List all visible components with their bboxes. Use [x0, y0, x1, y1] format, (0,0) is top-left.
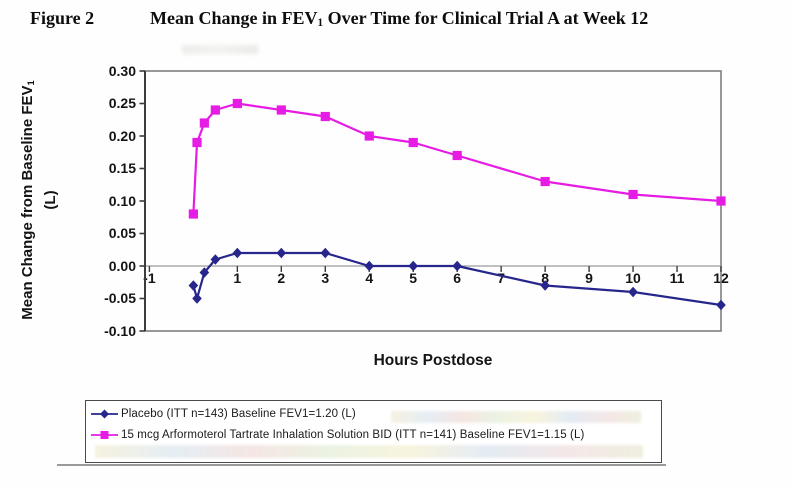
x-tick-label: -1: [143, 270, 156, 286]
line-chart: [139, 70, 726, 332]
x-tick-label: 2: [277, 270, 286, 286]
y-axis-title: Mean Change from Baseline FEV1 (L): [18, 80, 60, 319]
data-point-marker: [716, 196, 726, 206]
data-point-marker: [628, 286, 638, 298]
scan-artifact-ghost-text-line: [95, 445, 643, 458]
x-tick-label: 12: [713, 270, 729, 286]
data-point-marker: [232, 247, 243, 259]
data-point-marker: [276, 247, 287, 259]
data-point-marker: [364, 131, 374, 141]
data-point-marker: [192, 137, 202, 148]
x-tick-label: 4: [365, 270, 374, 286]
legend-box: Placebo (ITT n=143) Baseline FEV1=1.20 (…: [85, 400, 662, 463]
x-tick-label: 6: [453, 270, 462, 286]
y-tick-label: 0.20: [108, 127, 136, 144]
y-tick-label: 0.25: [108, 95, 136, 111]
y-tick-label: 0.10: [108, 192, 136, 209]
x-tick-label: 7: [497, 270, 506, 286]
plot-area: [137, 68, 729, 338]
data-point-marker: [188, 280, 199, 291]
plot-frame: [144, 70, 722, 332]
figure-title-text-2: Over Time for Clinical Trial A at Week 1…: [323, 8, 649, 28]
data-point-marker: [408, 137, 418, 148]
y-tick-label: 0.00: [108, 257, 136, 274]
x-tick-label: 10: [625, 270, 641, 286]
legend-label-placebo: Placebo (ITT n=143) Baseline FEV1=1.20 (…: [121, 408, 356, 420]
data-point-marker: [232, 98, 242, 109]
data-point-marker: [192, 293, 202, 304]
data-point-marker: [320, 111, 330, 122]
arformoterol-line-square-swatch: [91, 431, 118, 439]
x-tick-label: 3: [321, 270, 330, 286]
y-axis-title-line2: (L): [41, 190, 59, 210]
figure-title-subscript: 1: [317, 17, 324, 29]
figure-title-text: Mean Change in FEV: [150, 8, 318, 28]
x-tick-label: 1: [233, 270, 242, 286]
x-axis-title: Hours Postdose: [373, 352, 493, 369]
y-tick-label: 0.05: [108, 225, 136, 241]
legend-bottom-rule: [57, 464, 666, 467]
legend-entry-arformoterol: 15 mcg Arformoterol Tartrate Inhalation …: [91, 428, 584, 442]
y-tick-label: -0.05: [104, 290, 136, 306]
data-point-marker: [210, 254, 221, 265]
data-point-marker: [540, 176, 550, 187]
y-tick-label: 0.30: [108, 62, 136, 79]
data-point-marker: [716, 299, 726, 311]
x-tick-label: 8: [541, 270, 549, 286]
data-point-marker: [210, 105, 220, 115]
data-point-marker: [452, 150, 462, 161]
data-point-marker: [320, 247, 331, 259]
data-point-marker: [628, 189, 638, 200]
figure-number-label: Figure 2: [30, 8, 95, 28]
x-tick-label: 5: [409, 270, 418, 286]
placebo-line-diamond-swatch: [91, 409, 118, 419]
data-point-marker: [276, 105, 286, 115]
x-tick-label: 9: [585, 270, 593, 286]
scan-artifact-ghost-text: [391, 411, 641, 423]
series-line-1: [192, 102, 722, 215]
x-tick-label: 11: [669, 270, 685, 286]
data-point-marker: [199, 267, 210, 278]
data-point-marker: [188, 209, 198, 219]
y-tick-label: 0.15: [108, 160, 136, 176]
legend-entry-placebo: Placebo (ITT n=143) Baseline FEV1=1.20 (…: [91, 407, 641, 423]
y-axis-title-line1: Mean Change from Baseline FEV1: [19, 80, 37, 320]
y-tick-label: -0.10: [104, 322, 136, 339]
figure-title: Mean Change in FEV1 Over Time for Clinic…: [150, 8, 648, 29]
legend-label-arformoterol: 15 mcg Arformoterol Tartrate Inhalation …: [121, 429, 585, 441]
scan-artifact-smudge: [182, 45, 258, 54]
data-point-marker: [199, 118, 209, 128]
